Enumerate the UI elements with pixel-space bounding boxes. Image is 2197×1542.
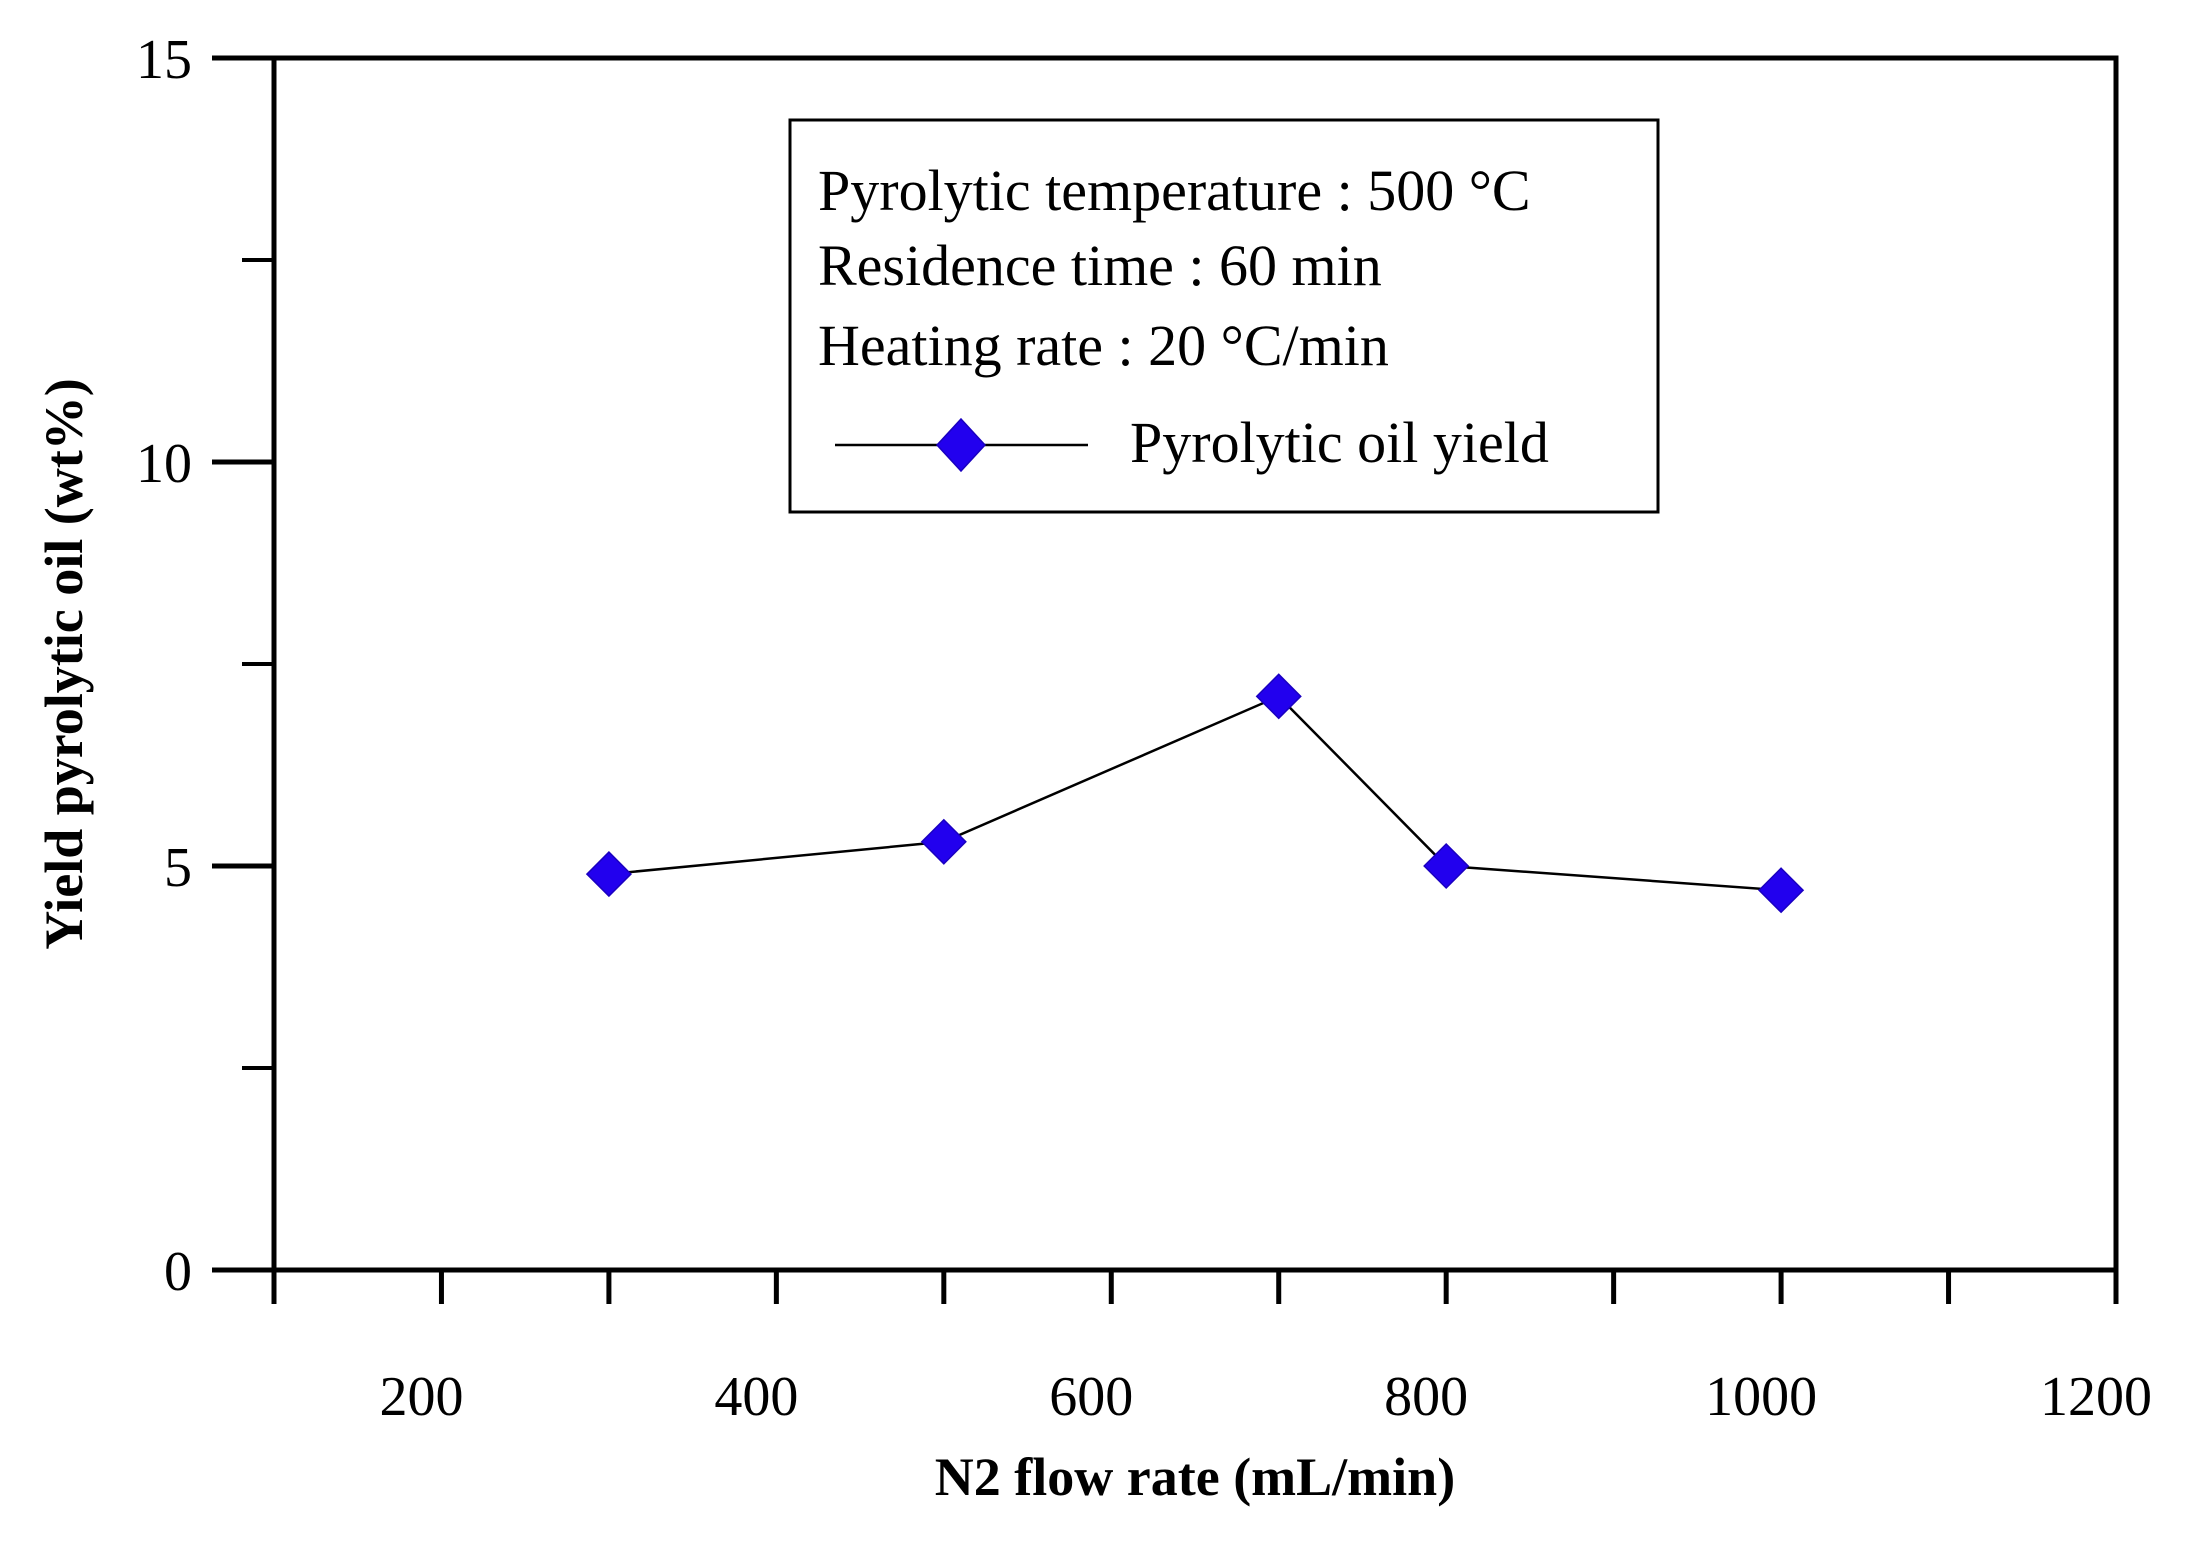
y-tick-label: 10 xyxy=(136,433,192,495)
data-point-marker xyxy=(1423,842,1470,890)
legend-box xyxy=(788,118,1660,514)
legend-note-residence-time: Residence time : 60 min xyxy=(818,233,1382,298)
y-tick-label: 0 xyxy=(164,1241,192,1303)
x-axis-label: N2 flow rate (mL/min) xyxy=(935,1447,1455,1507)
series-line xyxy=(608,694,1782,892)
series-pyrolytic-oil-yield xyxy=(585,673,1805,914)
x-tick-label: 1200 xyxy=(2040,1366,2152,1428)
legend-series-marker xyxy=(935,417,987,473)
legend-series-label: Pyrolytic oil yield xyxy=(1130,410,1549,475)
x-tick-label: 200 xyxy=(379,1366,463,1428)
legend-note-heating-rate: Heating rate : 20 °C/min xyxy=(818,313,1389,378)
data-point-marker xyxy=(920,818,967,865)
x-tick-label: 800 xyxy=(1384,1366,1468,1428)
legend-note-temperature: Pyrolytic temperature : 500 °C xyxy=(818,158,1531,223)
x-tick-label: 600 xyxy=(1049,1366,1133,1428)
x-tick-label: 400 xyxy=(714,1366,798,1428)
y-axis-label: Yield pyrolytic oil (wt%) xyxy=(34,378,94,949)
x-tick-label: 1000 xyxy=(1705,1366,1817,1428)
x-axis: 200 400 600 800 1000 1200 xyxy=(271,1270,2152,1428)
y-axis: 0 5 10 15 xyxy=(136,29,274,1303)
y-tick-label: 5 xyxy=(164,837,192,899)
legend: Pyrolytic temperature : 500 °C Residence… xyxy=(788,118,1660,514)
data-point-marker xyxy=(1255,673,1302,720)
y-tick-label: 15 xyxy=(136,29,192,91)
data-point-marker xyxy=(585,851,632,898)
data-point-marker xyxy=(1758,867,1805,914)
